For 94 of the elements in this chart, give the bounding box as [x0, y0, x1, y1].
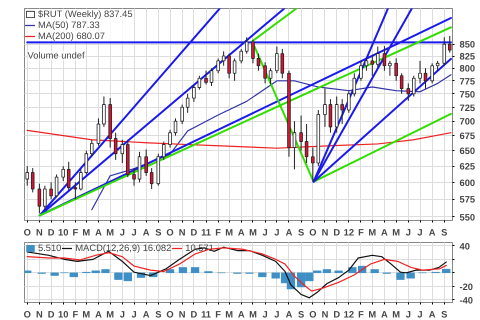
y-tick-label: -40	[460, 295, 473, 306]
y-tick-label: 600	[460, 178, 476, 188]
x-tick-label: J	[262, 228, 268, 238]
x-tick-label: A	[238, 228, 245, 238]
x-tick-label: A	[381, 310, 388, 320]
x-tick-label: M	[392, 310, 400, 320]
x-tick-label: O	[24, 228, 31, 238]
x-tick-label: S	[155, 310, 162, 320]
y-tick-label: 775	[460, 76, 476, 86]
y-tick-label: 40	[460, 241, 470, 252]
x-tick-label: J	[120, 310, 125, 320]
x-tick-label: M	[106, 310, 114, 320]
x-tick-label: 12	[344, 310, 354, 320]
x-tick-label: O	[166, 310, 174, 320]
x-tick-label: N	[322, 310, 329, 320]
x-tick-label: M	[368, 310, 376, 320]
legend-label: MA(50) 787.33	[38, 20, 100, 30]
x-tick-label: 10	[58, 310, 68, 320]
x-tick-label: 12	[344, 228, 354, 238]
x-tick-label: A	[428, 310, 436, 320]
x-tick-label: N	[322, 228, 329, 238]
x-tick-label: A	[142, 310, 150, 320]
annotation: Volume undef	[28, 50, 85, 60]
x-tick-label: D	[48, 310, 55, 320]
x-tick-label: J	[274, 228, 280, 238]
x-tick-label: F	[358, 310, 364, 320]
x-tick-label: N	[36, 228, 43, 238]
x-tick-label: A	[142, 228, 150, 238]
x-tick-label: M	[249, 310, 258, 320]
x-tick-label: N	[178, 310, 186, 320]
x-tick-label: J	[262, 310, 268, 320]
legend-label: MA(200) 680.07	[38, 31, 105, 41]
x-tick-label: J	[417, 310, 423, 320]
x-tick-label: J	[120, 228, 125, 238]
y-tick-label: 550	[460, 212, 476, 222]
y-tick-label: 825	[460, 52, 476, 62]
x-tick-label: J	[406, 310, 411, 320]
x-tick-label: M	[392, 228, 400, 238]
y-tick-label: 625	[460, 162, 476, 172]
x-tick-label: A	[286, 310, 293, 320]
x-tick-label: N	[36, 310, 43, 320]
x-tick-label: F	[358, 228, 364, 238]
y-tick-label: 750	[460, 89, 476, 100]
x-tick-label: M	[82, 310, 90, 320]
y-tick-label: 800	[460, 64, 476, 74]
x-tick-label: D	[48, 228, 55, 238]
x-tick-label: O	[166, 228, 174, 238]
x-tick-label: A	[428, 228, 436, 238]
x-tick-label: J	[417, 228, 423, 238]
x-tick-label: F	[72, 228, 79, 238]
x-tick-label: A	[286, 228, 293, 238]
x-tick-label: M	[225, 310, 234, 320]
x-tick-label: J	[131, 310, 137, 320]
x-tick-label: 11	[201, 228, 211, 238]
x-tick-label: N	[178, 228, 186, 238]
x-tick-label: F	[215, 310, 222, 320]
x-tick-label: A	[238, 310, 245, 320]
y-tick-label: 575	[460, 194, 476, 205]
x-tick-label: S	[298, 228, 304, 238]
x-tick-label: A	[381, 228, 388, 238]
x-tick-label: M	[249, 228, 258, 238]
x-tick-label: A	[95, 310, 102, 320]
x-tick-label: F	[215, 228, 222, 238]
y-tick-label: 725	[460, 102, 476, 113]
x-tick-label: J	[274, 310, 280, 320]
x-tick-label: S	[441, 310, 448, 320]
x-tick-label: S	[441, 228, 448, 238]
x-tick-label: S	[155, 228, 162, 238]
legend-label: 5.510	[38, 243, 62, 253]
legend-label: MACD(12,26,9) 16.082	[75, 243, 172, 253]
y-tick-label: 650	[460, 146, 476, 156]
x-tick-label: M	[82, 228, 90, 238]
x-tick-label: O	[309, 310, 316, 320]
y-tick-label: -20	[460, 282, 473, 292]
x-tick-label: O	[24, 310, 31, 320]
y-tick-label: 675	[460, 131, 476, 142]
y-tick-label: 700	[460, 116, 476, 127]
x-tick-label: A	[95, 228, 102, 238]
x-tick-label: M	[106, 228, 114, 238]
y-tick-label: 850	[460, 40, 476, 50]
x-tick-label: 10	[58, 228, 68, 238]
x-tick-label: M	[368, 228, 376, 238]
x-tick-label: J	[131, 228, 137, 238]
x-tick-label: F	[72, 310, 79, 320]
x-tick-label: 11	[201, 310, 211, 320]
x-tick-label: D	[333, 310, 340, 320]
x-tick-label: M	[225, 228, 234, 238]
x-tick-label: D	[190, 228, 198, 238]
x-tick-label: D	[333, 228, 340, 238]
x-tick-label: S	[298, 310, 304, 320]
x-tick-label: D	[190, 310, 198, 320]
x-tick-label: O	[309, 228, 316, 238]
x-tick-label: J	[406, 228, 411, 238]
legend-label: $RUT (Weekly) 837.45	[38, 9, 133, 19]
